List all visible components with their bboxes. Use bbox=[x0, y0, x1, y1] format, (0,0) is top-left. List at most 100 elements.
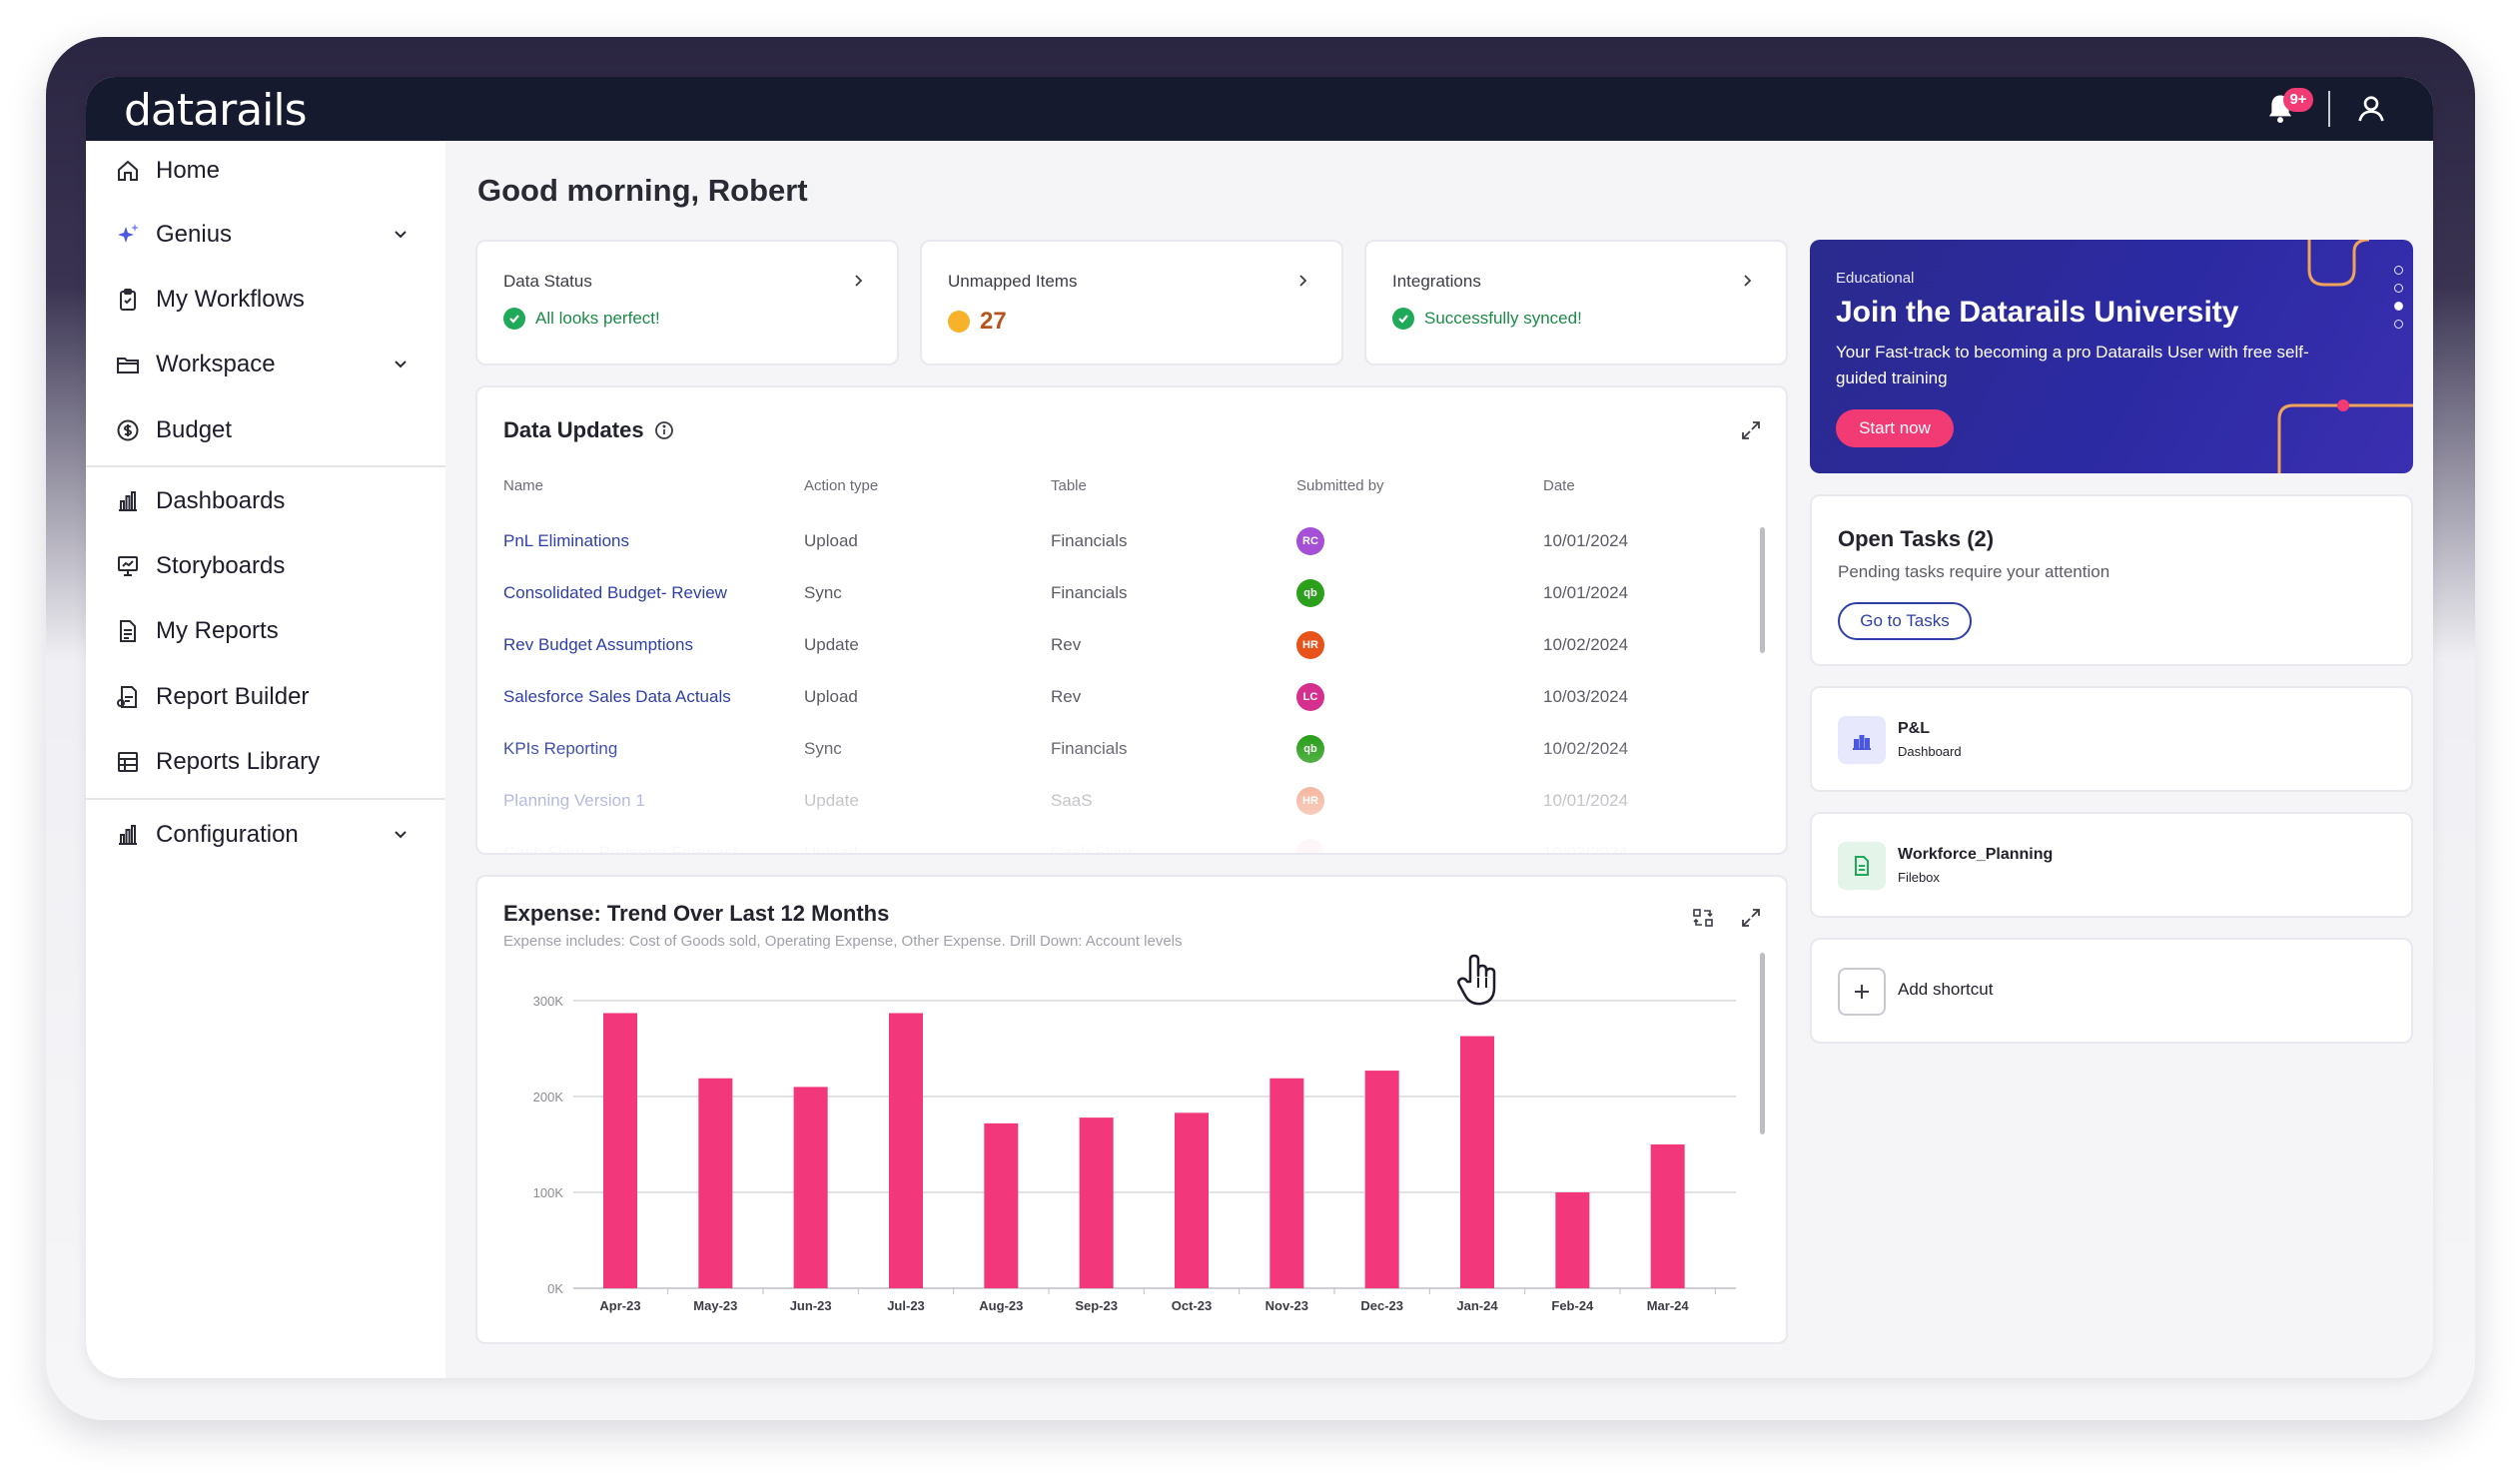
integrations-card[interactable]: Integrations Successfully synced! bbox=[1364, 240, 1788, 366]
add-shortcut-card[interactable]: Add shortcut bbox=[1810, 938, 2413, 1044]
row-name-link[interactable]: PnL Eliminations bbox=[503, 531, 629, 550]
fade-overlay bbox=[477, 737, 1786, 853]
sidebar-item-my-reports[interactable]: My Reports bbox=[86, 601, 445, 661]
carousel-dots[interactable] bbox=[2394, 266, 2404, 338]
submitter-avatar[interactable]: RC bbox=[1296, 527, 1324, 555]
sidebar-item-dashboards[interactable]: Dashboards bbox=[86, 471, 445, 531]
sidebar-item-workspace[interactable]: Workspace bbox=[86, 335, 445, 394]
sparkle-icon bbox=[118, 224, 139, 243]
bar-Jan-24[interactable] bbox=[1460, 1036, 1494, 1288]
x-tick-label: May-23 bbox=[693, 1298, 737, 1313]
bar-Mar-24[interactable] bbox=[1650, 1144, 1685, 1288]
user-icon[interactable] bbox=[2355, 93, 2387, 125]
notification-badge[interactable]: 9+ bbox=[2283, 88, 2313, 112]
table-scrollbar[interactable] bbox=[1760, 527, 1765, 653]
shortcut-pl-dashboard[interactable]: P&L Dashboard bbox=[1810, 686, 2413, 792]
report-builder-icon bbox=[117, 686, 137, 708]
header-divider bbox=[2328, 91, 2330, 127]
submitter-avatar[interactable]: qb bbox=[1296, 579, 1324, 607]
bar-May-23[interactable] bbox=[698, 1078, 733, 1288]
sidebar-item-label: My Reports bbox=[156, 617, 279, 644]
go-to-tasks-button[interactable]: Go to Tasks bbox=[1838, 602, 1972, 640]
start-now-button[interactable]: Start now bbox=[1836, 409, 1954, 447]
column-header[interactable]: Date bbox=[1543, 477, 1575, 494]
bar-Oct-23[interactable] bbox=[1175, 1112, 1209, 1288]
expand-icon[interactable] bbox=[1740, 907, 1762, 929]
carousel-dot[interactable] bbox=[2394, 320, 2403, 329]
bar-Aug-23[interactable] bbox=[984, 1122, 1019, 1288]
sidebar-item-report-builder[interactable]: Report Builder bbox=[86, 667, 445, 727]
sidebar-divider bbox=[86, 798, 445, 800]
column-header[interactable]: Table bbox=[1051, 477, 1087, 494]
document-icon bbox=[120, 620, 136, 642]
table-row[interactable]: PnL Eliminations Upload Financials 10/01/20… bbox=[477, 525, 1736, 565]
sidebar-item-budget[interactable]: Budget bbox=[86, 400, 445, 460]
chevron-right-icon[interactable] bbox=[1740, 274, 1754, 288]
chevron-down-icon[interactable] bbox=[391, 355, 411, 374]
bar-Nov-23[interactable] bbox=[1269, 1078, 1304, 1288]
bar-Apr-23[interactable] bbox=[603, 1013, 637, 1288]
tasks-title: Open Tasks (2) bbox=[1838, 526, 1995, 551]
submitter-avatar[interactable]: LC bbox=[1296, 683, 1324, 711]
bar-Dec-23[interactable] bbox=[1364, 1071, 1399, 1288]
banner-description: Your Fast-track to becoming a pro Datara… bbox=[1836, 343, 2309, 387]
filebox-icon bbox=[1838, 842, 1886, 890]
row-date: 10/01/2024 bbox=[1543, 583, 1629, 602]
row-name-link[interactable]: Salesforce Sales Data Actuals bbox=[503, 687, 731, 706]
column-header[interactable]: Action type bbox=[804, 477, 879, 494]
chart-scrollbar[interactable] bbox=[1760, 953, 1765, 1134]
chevron-right-icon[interactable] bbox=[1295, 274, 1309, 288]
education-banner[interactable]: Educational Join the Datarails Universit… bbox=[1810, 240, 2413, 473]
sidebar-item-genius[interactable]: Genius bbox=[86, 205, 445, 265]
sidebar-item-my-workflows[interactable]: My Workflows bbox=[86, 270, 445, 330]
y-tick-label: 300K bbox=[533, 994, 564, 1009]
stat-title: Data Status bbox=[503, 272, 592, 291]
datarails-logo[interactable]: datarails bbox=[124, 85, 308, 136]
sidebar-item-label: Reports Library bbox=[156, 748, 321, 775]
chevron-down-icon[interactable] bbox=[391, 225, 411, 245]
column-header[interactable]: Name bbox=[503, 477, 544, 494]
bar-Jun-23[interactable] bbox=[793, 1087, 828, 1288]
expense-bar-chart: 0K 100K 200K 300K Apr-23 May-23 Jun-23 Jul-23 Au… bbox=[533, 994, 1736, 1313]
sidebar-item-label: Home bbox=[156, 157, 221, 184]
sidebar-item-configuration[interactable]: Configuration bbox=[86, 805, 445, 865]
sidebar-divider bbox=[86, 465, 445, 467]
table-row[interactable]: Consolidated Budget- Review Sync Financial… bbox=[477, 577, 1736, 617]
sidebar-item-home[interactable]: Home bbox=[86, 141, 445, 201]
swap-view-icon[interactable] bbox=[1692, 907, 1714, 929]
row-name-link[interactable]: Rev Budget Assumptions bbox=[503, 635, 693, 654]
row-name-link[interactable]: Consolidated Budget- Review bbox=[503, 583, 727, 602]
unmapped-items-card[interactable]: Unmapped Items 27 bbox=[920, 240, 1343, 366]
sidebar-item-label: My Workflows bbox=[156, 286, 305, 313]
data-status-card[interactable]: Data Status All looks perfect! bbox=[475, 240, 899, 366]
x-tick-label: Nov-23 bbox=[1265, 1298, 1308, 1313]
table-row[interactable]: Salesforce Sales Data Actuals Upload Rev 10… bbox=[477, 681, 1736, 721]
sidebar-item-storyboards[interactable]: Storyboards bbox=[86, 536, 445, 596]
info-icon[interactable] bbox=[654, 420, 674, 440]
carousel-dot[interactable] bbox=[2394, 266, 2403, 275]
bar-Sep-23[interactable] bbox=[1079, 1117, 1114, 1288]
expand-icon[interactable] bbox=[1740, 419, 1762, 441]
x-tick-label: Mar-24 bbox=[1647, 1298, 1690, 1313]
status-text: Successfully synced! bbox=[1424, 309, 1582, 328]
sidebar-item-reports-library[interactable]: Reports Library bbox=[86, 732, 445, 792]
submitter-avatar[interactable]: HR bbox=[1296, 631, 1324, 659]
shortcut-workforce-planning[interactable]: Workforce_Planning Filebox bbox=[1810, 812, 2413, 918]
sidebar-item-label: Report Builder bbox=[156, 683, 310, 710]
carousel-dot[interactable] bbox=[2394, 284, 2403, 293]
chevron-down-icon[interactable] bbox=[391, 825, 411, 845]
clipboard-icon bbox=[120, 289, 136, 311]
add-shortcut-label: Add shortcut bbox=[1898, 980, 1994, 999]
app-window: datarails 9+ Home Genius My Workflows W bbox=[86, 77, 2433, 1378]
y-tick-label: 0K bbox=[547, 1281, 563, 1296]
shortcut-type: Filebox bbox=[1898, 870, 1940, 885]
carousel-dot-active[interactable] bbox=[2394, 302, 2403, 311]
bar-chart-icon bbox=[119, 491, 137, 511]
bar-Feb-24[interactable] bbox=[1555, 1192, 1590, 1288]
bar-Jul-23[interactable] bbox=[889, 1013, 923, 1288]
chevron-right-icon[interactable] bbox=[851, 274, 865, 288]
warning-dot-icon bbox=[948, 311, 970, 333]
banner-title: Join the Datarails University bbox=[1836, 296, 2239, 329]
table-row[interactable]: Rev Budget Assumptions Update Rev 10/02/202… bbox=[477, 629, 1736, 669]
column-header[interactable]: Submitted by bbox=[1296, 477, 1384, 494]
